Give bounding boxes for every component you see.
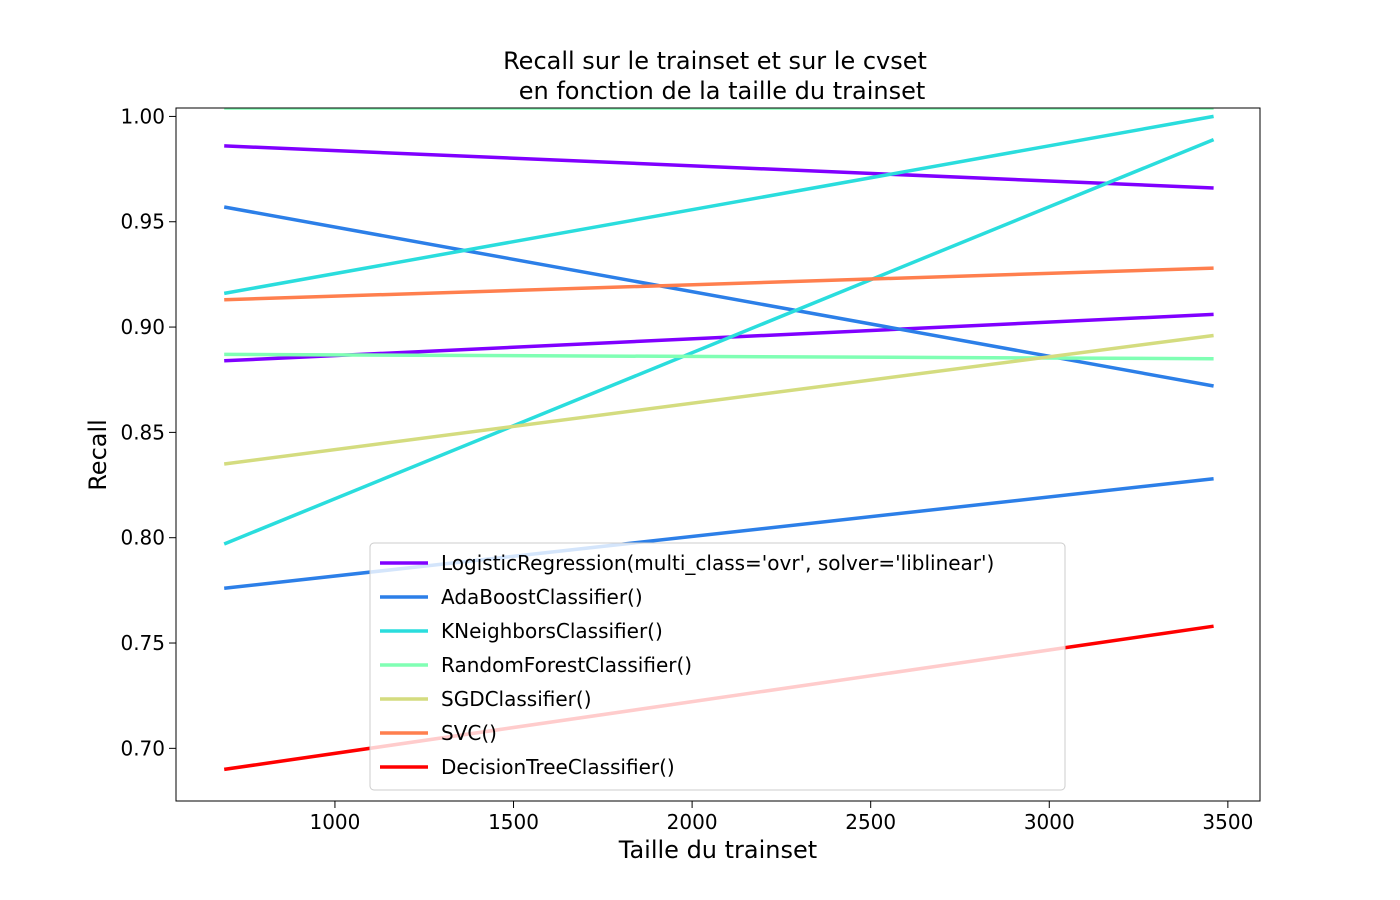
legend-frame xyxy=(369,542,1066,791)
x-tick-label-0: 1000 xyxy=(309,810,360,834)
x-axis-ticks: 1000 1500 2000 2500 3000 3500 xyxy=(309,801,1253,834)
x-tick-label-5: 3500 xyxy=(1202,810,1253,834)
chart-title-line-2: en fonction de la taille du trainset xyxy=(519,77,926,105)
y-tick-label-0: 0.70 xyxy=(120,736,165,760)
series-line-2-curve-0 xyxy=(223,114,1214,296)
x-tick-label-2: 2000 xyxy=(667,810,718,834)
series-line-4-curve-0 xyxy=(223,333,1214,466)
legend-entry-2: KNeighborsClassifier() xyxy=(441,619,663,643)
y-tick-label-4: 0.90 xyxy=(120,315,165,339)
y-axis-label: Recall xyxy=(84,419,112,491)
legend-entry-4: SGDClassifier() xyxy=(441,687,592,711)
y-tick-label-5: 0.95 xyxy=(120,210,165,234)
series-line-2-curve-1 xyxy=(223,137,1215,546)
legend: LogisticRegression(multi_class='ovr', so… xyxy=(369,542,1066,791)
series-line-5-curve-0 xyxy=(224,266,1214,302)
x-axis-label: Taille du trainset xyxy=(618,836,817,864)
x-tick-label-1: 1500 xyxy=(488,810,539,834)
legend-entry-6: DecisionTreeClassifier() xyxy=(441,755,675,779)
y-tick-label-2: 0.80 xyxy=(120,526,165,550)
series-line-0-curve-0 xyxy=(224,144,1214,190)
y-axis-ticks: 0.70 0.75 0.80 0.85 0.90 0.95 1.00 xyxy=(120,104,176,760)
y-tick-label-3: 0.85 xyxy=(120,420,165,444)
x-tick-label-3: 2500 xyxy=(845,810,896,834)
y-tick-label-6: 1.00 xyxy=(120,104,165,128)
x-tick-label-4: 3000 xyxy=(1024,810,1075,834)
legend-entry-3: RandomForestClassifier() xyxy=(441,653,692,677)
legend-entry-1: AdaBoostClassifier() xyxy=(441,585,643,609)
series-line-0-curve-1 xyxy=(224,312,1214,363)
plot-area-frame xyxy=(175,107,1261,802)
legend-entry-5: SVC() xyxy=(441,721,497,745)
y-tick-label-1: 0.75 xyxy=(120,631,165,655)
legend-entry-0: LogisticRegression(multi_class='ovr', so… xyxy=(441,551,994,575)
chart-title-line-1: Recall sur le trainset et sur le cvset xyxy=(503,47,927,75)
